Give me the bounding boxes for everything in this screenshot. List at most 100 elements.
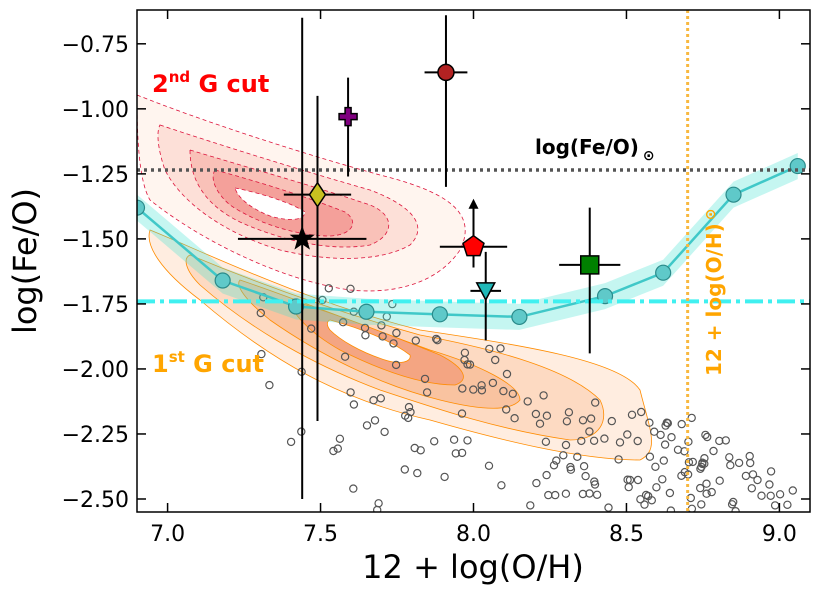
model-track-point (511, 308, 528, 326)
first-g-cut-text: G cut (185, 350, 264, 378)
background-point (766, 467, 776, 476)
background-point (430, 437, 439, 446)
background-point (338, 318, 348, 327)
circle-marker (437, 63, 455, 82)
background-point (673, 445, 683, 454)
background-point (349, 484, 358, 493)
y-tick-label: −1.75 (62, 293, 129, 318)
background-point (702, 479, 711, 488)
background-point (335, 434, 345, 443)
background-point (663, 419, 673, 428)
background-point (677, 419, 686, 429)
arrow-head (468, 198, 479, 209)
background-point (715, 476, 724, 485)
background-point (641, 490, 651, 500)
background-point (703, 432, 712, 442)
background-point (687, 413, 696, 423)
x-tick-label: 8.5 (609, 522, 644, 547)
background-point (401, 411, 410, 420)
background-point (374, 499, 383, 508)
x-tick-label: 8.0 (456, 522, 491, 547)
background-point (725, 453, 734, 462)
background-point (552, 456, 561, 465)
background-point (346, 284, 355, 293)
model-track-point (358, 303, 375, 320)
background-point (491, 355, 500, 365)
background-point (307, 324, 316, 333)
background-point (637, 407, 646, 417)
background-point (665, 488, 675, 498)
background-point (561, 489, 571, 498)
background-point (585, 427, 594, 436)
background-point (660, 440, 670, 449)
y-tick-label: −1.00 (62, 98, 129, 123)
background-point (463, 436, 472, 445)
background-point (329, 446, 338, 456)
model-track-point (431, 306, 448, 323)
background-point (766, 491, 775, 500)
solar-fe-o-text: log(Fe/O) (535, 135, 639, 159)
y-axis-label: log(Fe/O) (6, 188, 44, 334)
triangle-down-marker (475, 282, 496, 302)
background-point (362, 421, 372, 430)
background-point (380, 427, 389, 437)
model-track-line (137, 164, 799, 319)
background-point (586, 414, 596, 423)
background-point (410, 443, 419, 453)
background-point (615, 438, 625, 447)
background-point (590, 477, 599, 486)
object-pentagon (439, 198, 508, 268)
background-point (440, 472, 449, 482)
solar-symbol-fe-o: ⊙ (643, 148, 655, 164)
background-galaxy-points (256, 284, 798, 512)
second-g-cut-text: G cut (190, 70, 269, 98)
background-point (604, 503, 613, 512)
first-g-cut-superscript: st (169, 348, 185, 366)
background-point (684, 458, 694, 467)
background-point (539, 391, 548, 400)
background-point (477, 386, 487, 395)
background-point (549, 461, 559, 470)
solar-fe-o-label: log(Fe/O) ⊙ (535, 135, 655, 164)
background-point (340, 352, 350, 361)
background-point (783, 500, 792, 509)
background-point (688, 457, 698, 467)
background-point (484, 461, 494, 470)
second-g-cut-label: 2nd G cut (152, 68, 269, 98)
background-point (651, 462, 660, 471)
background-point (731, 507, 740, 512)
x-tick-label: 7.0 (150, 522, 185, 547)
background-point (734, 458, 744, 468)
background-point (623, 430, 632, 439)
object-square (559, 207, 621, 354)
object-circle (424, 15, 468, 187)
second-gen-density-contours (137, 94, 466, 292)
background-point (645, 452, 655, 461)
background-point (286, 437, 296, 447)
background-point (647, 496, 657, 505)
background-point (624, 482, 633, 492)
y-tick-label: −1.25 (62, 163, 129, 188)
background-point (726, 461, 735, 470)
background-point (667, 433, 676, 442)
background-point (449, 435, 459, 444)
background-point (607, 416, 617, 426)
background-point (370, 416, 380, 425)
background-point (581, 471, 590, 481)
background-point (585, 489, 594, 498)
background-point (697, 462, 706, 472)
background-point (404, 402, 414, 412)
background-point (400, 465, 409, 474)
pentagon-marker (462, 234, 485, 257)
x-axis-ticks: 7.0 7.5 8.0 8.5 9.0 (150, 10, 797, 547)
x-axis-label: 12 + log(O/H) (362, 548, 584, 586)
background-point (465, 360, 475, 369)
background-point (497, 481, 506, 490)
background-point (457, 409, 467, 418)
background-point (741, 471, 751, 481)
background-point (788, 486, 798, 495)
background-point (578, 416, 588, 425)
y-tick-label: −1.50 (62, 228, 129, 253)
background-point (542, 411, 552, 420)
